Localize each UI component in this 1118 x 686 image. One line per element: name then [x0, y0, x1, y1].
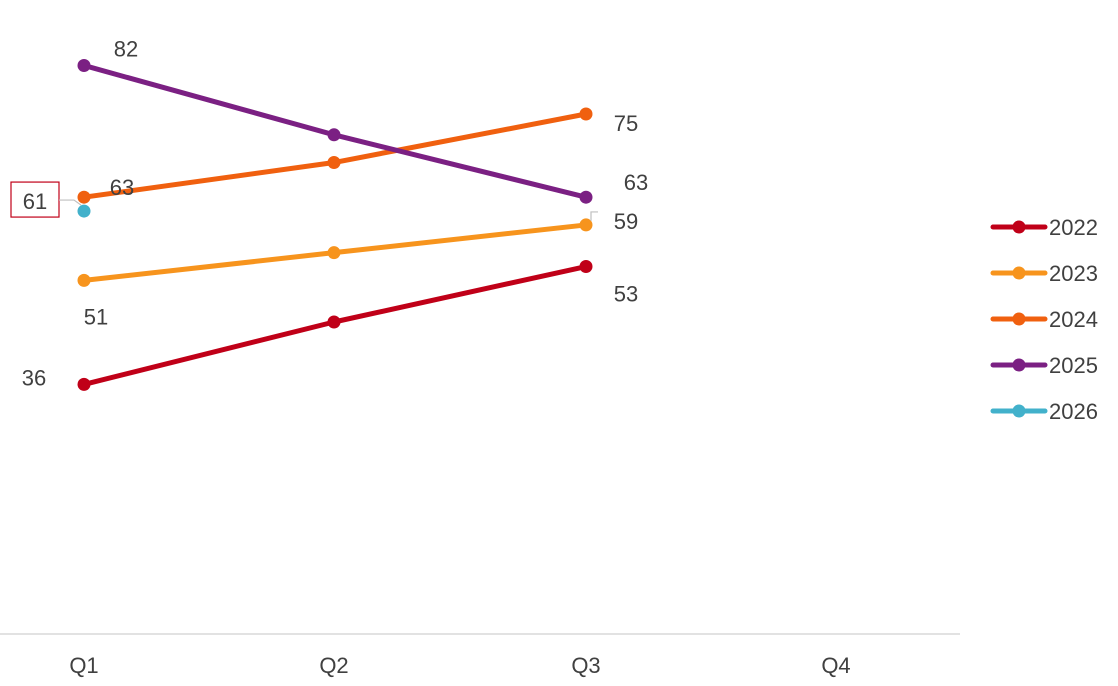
legend-label: 2024 [1049, 307, 1098, 332]
data-label-2023-Q1: 51 [84, 304, 108, 329]
legend-item-2024[interactable]: 2024 [990, 307, 1098, 332]
x-tick-label: Q1 [69, 653, 98, 678]
leader-line [59, 199, 82, 206]
x-tick-label: Q3 [571, 653, 600, 678]
data-point-2025-Q3[interactable] [579, 190, 593, 204]
data-point-2026-Q1[interactable] [77, 204, 91, 218]
data-point-2023-Q2[interactable] [327, 246, 341, 260]
series-line-2024 [81, 111, 589, 200]
data-point-2022-Q2[interactable] [327, 315, 341, 329]
series-lines [77, 58, 593, 391]
data-label-2026-Q1: 61 [23, 189, 47, 214]
legend-swatch-marker [1012, 220, 1026, 234]
data-point-2022-Q1[interactable] [77, 377, 91, 391]
data-point-2024-Q2[interactable] [327, 156, 341, 170]
data-label-2022-Q1: 36 [22, 365, 46, 390]
data-labels: 36 53 51 59 63 75 82 63 61 [10, 36, 648, 390]
data-label-2024-Q3: 75 [614, 111, 638, 136]
legend-swatch-marker [1012, 266, 1026, 280]
legend-label: 2026 [1049, 399, 1098, 424]
legend-swatch-marker [1012, 312, 1026, 326]
x-tick-label: Q4 [821, 653, 850, 678]
legend: 2022 2023 2024 2025 2026 [990, 215, 1098, 424]
data-point-2024-Q1[interactable] [77, 190, 91, 204]
legend-item-2026[interactable]: 2026 [990, 399, 1098, 424]
data-label-2025-Q1: 82 [114, 36, 138, 61]
legend-swatch-marker [1012, 358, 1026, 372]
legend-item-2023[interactable]: 2023 [990, 261, 1098, 286]
data-point-2022-Q3[interactable] [579, 260, 593, 274]
x-axis: Q1 Q2 Q3 Q4 [0, 633, 960, 678]
leader-line [590, 211, 598, 221]
legend-label: 2023 [1049, 261, 1098, 286]
data-label-2025-Q3: 63 [624, 170, 648, 195]
legend-swatch-marker [1012, 404, 1026, 418]
data-label-2022-Q3: 53 [614, 282, 638, 307]
data-point-2024-Q3[interactable] [579, 107, 593, 121]
x-tick-label: Q2 [319, 653, 348, 678]
data-label-2023-Q3: 59 [614, 209, 638, 234]
data-point-2023-Q3[interactable] [579, 218, 593, 232]
callout-box-2026 [10, 181, 60, 218]
legend-item-2022[interactable]: 2022 [990, 215, 1098, 240]
legend-item-2025[interactable]: 2025 [990, 353, 1098, 378]
data-point-2023-Q1[interactable] [77, 273, 91, 287]
legend-label: 2025 [1049, 353, 1098, 378]
data-point-2025-Q1[interactable] [77, 58, 91, 72]
data-label-2024-Q1: 63 [110, 175, 134, 200]
data-point-2025-Q2[interactable] [327, 128, 341, 142]
legend-label: 2022 [1049, 215, 1098, 240]
